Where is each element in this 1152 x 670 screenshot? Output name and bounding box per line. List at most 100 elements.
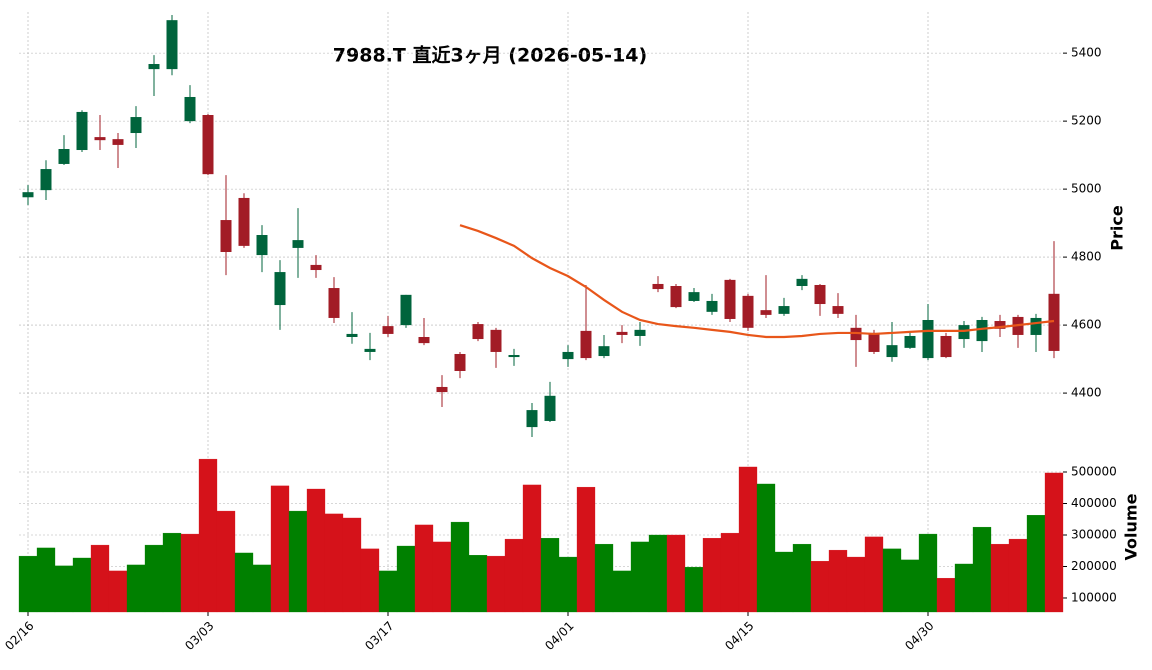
volume-bar	[756, 483, 776, 613]
candle-body	[112, 139, 124, 145]
candle-body	[22, 192, 34, 198]
volume-bar	[1008, 538, 1028, 613]
volume-bar	[468, 554, 488, 613]
y-tick-label: 500000	[1071, 465, 1117, 479]
candle-body	[940, 335, 952, 358]
candle-body	[166, 20, 178, 70]
volume-bar	[954, 563, 974, 613]
volume-bar	[594, 543, 614, 613]
candle-body	[454, 353, 466, 371]
volume-bar	[918, 533, 938, 613]
volume-bar	[684, 566, 704, 613]
volume-bar	[252, 564, 272, 613]
candle-body	[508, 355, 520, 358]
volume-bar	[738, 466, 758, 613]
volume-bar	[792, 543, 812, 613]
volume-bar	[612, 570, 632, 613]
candle-body	[688, 292, 700, 301]
moving-average-line	[459, 224, 1055, 339]
candle-body	[886, 345, 898, 358]
candle-body	[148, 64, 160, 70]
volume-bar	[360, 548, 380, 613]
volume-bar	[972, 526, 992, 613]
candle-body	[472, 324, 484, 340]
candle-body	[130, 117, 142, 134]
volume-bar	[846, 556, 866, 613]
volume-bar	[54, 565, 74, 613]
volume-bar	[72, 557, 92, 613]
volume-bar	[324, 513, 344, 613]
candle-body	[1048, 293, 1060, 351]
volume-bar	[414, 524, 434, 613]
candle-body	[724, 279, 736, 319]
candle-body	[958, 325, 970, 340]
volume-bar	[36, 547, 56, 613]
volume-bar	[504, 538, 524, 613]
volume-bar	[882, 548, 902, 613]
volume-bar	[234, 552, 254, 613]
y-tick-label: 5400	[1071, 46, 1102, 60]
candle-body	[832, 306, 844, 314]
y-tick-label: 4400	[1071, 386, 1102, 400]
volume-bar	[900, 559, 920, 613]
volume-bar	[306, 488, 326, 613]
candle-body	[868, 332, 880, 352]
volume-bar	[126, 564, 146, 613]
volume-bar	[774, 551, 794, 613]
candle-body	[346, 333, 358, 337]
volume-bar	[18, 555, 38, 613]
candle-body	[436, 386, 448, 393]
candle-body	[238, 197, 250, 246]
candle-body	[976, 319, 988, 342]
y-tick-label: 300000	[1071, 527, 1117, 541]
candle-body	[706, 300, 718, 312]
candle-body	[670, 286, 682, 308]
candle-body	[580, 330, 592, 359]
volume-bar	[864, 536, 884, 613]
volume-bar	[576, 486, 596, 613]
volume-bar	[90, 544, 110, 613]
candle-body	[292, 240, 304, 248]
x-tick-label: 04/01	[542, 619, 576, 653]
y-tick-label: 200000	[1071, 559, 1117, 573]
candle-body	[40, 169, 52, 191]
y-tick-label: 400000	[1071, 496, 1117, 510]
candle-body	[544, 395, 556, 421]
volume-bar	[990, 543, 1010, 613]
volume-bar	[288, 510, 308, 613]
x-tick-label: 02/16	[2, 619, 36, 653]
volume-bar	[216, 510, 236, 613]
candle-body	[364, 348, 376, 352]
x-tick-label: 04/30	[902, 619, 936, 653]
candle-body	[58, 149, 70, 164]
candle-body	[778, 306, 790, 314]
y-tick-label: 4800	[1071, 250, 1102, 264]
x-tick-label: 03/17	[362, 619, 396, 653]
volume-bar	[720, 532, 740, 613]
candle-body	[382, 326, 394, 334]
volume-bar	[648, 534, 668, 613]
volume-bar	[378, 570, 398, 613]
volume-bar	[162, 532, 182, 613]
candle-body	[202, 115, 214, 175]
volume-axis-label: Volume	[1122, 493, 1141, 560]
candle-body	[328, 288, 340, 318]
candle-body	[760, 310, 772, 315]
candle-body	[490, 329, 502, 352]
volume-bar	[558, 556, 578, 613]
volume-bar	[486, 555, 506, 613]
volume-bar	[936, 577, 956, 613]
price-axis-label: Price	[1108, 205, 1127, 251]
volume-bar	[522, 484, 542, 613]
candle-body	[220, 220, 232, 253]
volume-bar	[1044, 472, 1064, 613]
y-tick-label: 100000	[1071, 590, 1117, 604]
volume-bar	[342, 517, 362, 613]
y-tick-label: 5000	[1071, 182, 1102, 196]
chart-title: 7988.T 直近3ヶ月 (2026-05-14)	[333, 44, 647, 67]
volume-bar	[144, 544, 164, 613]
y-tick-label: 5200	[1071, 114, 1102, 128]
candle-body	[742, 295, 754, 328]
candle-body	[184, 96, 196, 122]
volume-bar	[450, 521, 470, 613]
